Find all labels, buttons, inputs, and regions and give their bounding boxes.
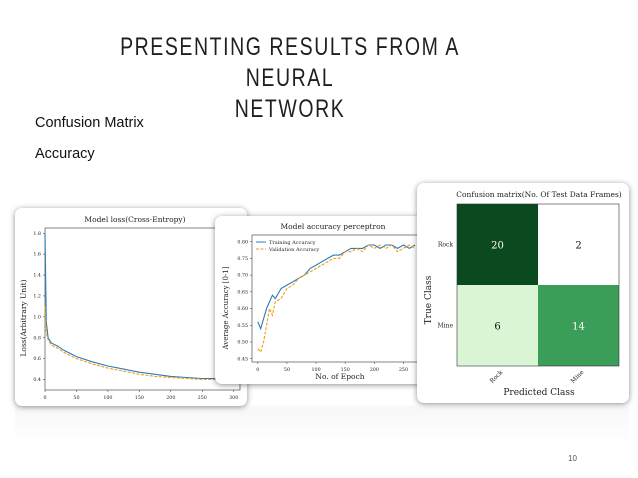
confusion-matrix-chart: Confusion matrix(No. Of Test Data Frames… xyxy=(424,190,622,398)
loss-xtick-label: 100 xyxy=(103,395,112,401)
loss-ytick-label: 1.8 xyxy=(33,231,41,237)
cm-cell-value: 2 xyxy=(575,241,581,252)
accuracy-chart-ylabel: Average Accuracy [0-1] xyxy=(222,266,230,350)
loss-chart-ylabel: Loss(Arbitrary Unit) xyxy=(19,279,28,356)
cm-ytick-label: Rock xyxy=(438,242,453,249)
acc-xtick-label: 0 xyxy=(256,367,259,373)
page-number: 10 xyxy=(568,454,577,463)
cm-xtick-label: Mine xyxy=(569,369,585,385)
cm-xtick-label: Rock xyxy=(489,369,505,385)
acc-series-2-line xyxy=(257,244,416,354)
loss-ytick-label: 1.4 xyxy=(33,273,41,279)
acc-ytick-label: 0.50 xyxy=(237,340,248,346)
acc-ytick-label: 0.55 xyxy=(237,323,248,329)
acc-ytick-label: 0.70 xyxy=(237,273,248,279)
cm-cell-value: 14 xyxy=(572,322,585,333)
accuracy-chart-xlabel: No. of Epoch xyxy=(315,372,364,381)
loss-series-2-line xyxy=(44,306,234,382)
bullet-accuracy: Accuracy xyxy=(35,146,95,162)
loss-ytick-label: 1.6 xyxy=(33,252,41,258)
cm-ytick-label: Mine xyxy=(438,323,454,330)
cm-cell xyxy=(457,204,538,285)
acc-xtick-label: 150 xyxy=(341,367,350,373)
cm-frame xyxy=(456,203,620,367)
confusion-matrix-xlabel: Predicted Class xyxy=(503,388,575,398)
cm-cell-value: 6 xyxy=(494,322,500,333)
acc-xtick-label: 200 xyxy=(370,367,379,373)
accuracy-chart: Model accuracy perceptron Average Accura… xyxy=(222,222,419,381)
loss-ytick-label: 0.8 xyxy=(33,335,41,341)
loss-plot-frame xyxy=(44,227,241,391)
accuracy-chart-title: Model accuracy perceptron xyxy=(280,222,385,231)
loss-ytick-label: 0.6 xyxy=(33,356,41,362)
title-line-2: NETWORK xyxy=(234,95,346,123)
acc-plot-frame xyxy=(251,234,419,363)
accuracy-chart-card: Model accuracy perceptron Average Accura… xyxy=(215,216,422,384)
cm-cell xyxy=(538,204,619,285)
loss-xtick-label: 250 xyxy=(198,395,207,401)
acc-ytick-label: 0.75 xyxy=(237,256,248,262)
loss-xtick-label: 150 xyxy=(135,395,144,401)
loss-series-1-line xyxy=(44,233,234,381)
loss-chart: Model loss(Cross-Entropy) Loss(Arbitrary… xyxy=(19,215,241,401)
cm-cell-value: 20 xyxy=(491,241,504,252)
bullet-confusion-matrix: Confusion Matrix xyxy=(35,115,144,131)
loss-ytick-label: 1.2 xyxy=(33,294,41,300)
acc-xtick-label: 50 xyxy=(284,367,290,373)
acc-ytick-label: 0.45 xyxy=(237,356,248,362)
title-line-1: PRESENTING RESULTS FROM A NEURAL xyxy=(120,33,460,92)
cm-cell xyxy=(538,285,619,366)
acc-series-1-line xyxy=(257,244,416,331)
cards-reflection xyxy=(15,406,629,446)
loss-xtick-label: 200 xyxy=(166,395,175,401)
acc-xtick-label: 250 xyxy=(399,367,408,373)
loss-xtick-label: 0 xyxy=(43,395,46,401)
loss-ytick-label: 0.4 xyxy=(33,377,41,383)
confusion-matrix-title: Confusion matrix(No. Of Test Data Frames… xyxy=(456,190,622,199)
confusion-matrix-card: Confusion matrix(No. Of Test Data Frames… xyxy=(417,183,629,403)
acc-legend-label: Training Accuracy xyxy=(269,240,316,246)
loss-ytick-label: 1.0 xyxy=(33,314,41,320)
slide-title: PRESENTING RESULTS FROM A NEURAL NETWORK xyxy=(118,32,461,125)
acc-ytick-label: 0.65 xyxy=(237,289,248,295)
loss-xtick-label: 300 xyxy=(229,395,238,401)
confusion-matrix-ylabel: True Class xyxy=(424,275,434,324)
loss-chart-card: Model loss(Cross-Entropy) Loss(Arbitrary… xyxy=(15,208,247,406)
loss-xtick-label: 50 xyxy=(73,395,79,401)
acc-legend-label: Validation Accuracy xyxy=(268,247,320,253)
cm-cell xyxy=(457,285,538,366)
acc-ytick-label: 0.80 xyxy=(237,239,248,245)
acc-ytick-label: 0.60 xyxy=(237,306,248,312)
acc-xtick-label: 100 xyxy=(311,367,320,373)
loss-chart-title: Model loss(Cross-Entropy) xyxy=(84,215,185,224)
